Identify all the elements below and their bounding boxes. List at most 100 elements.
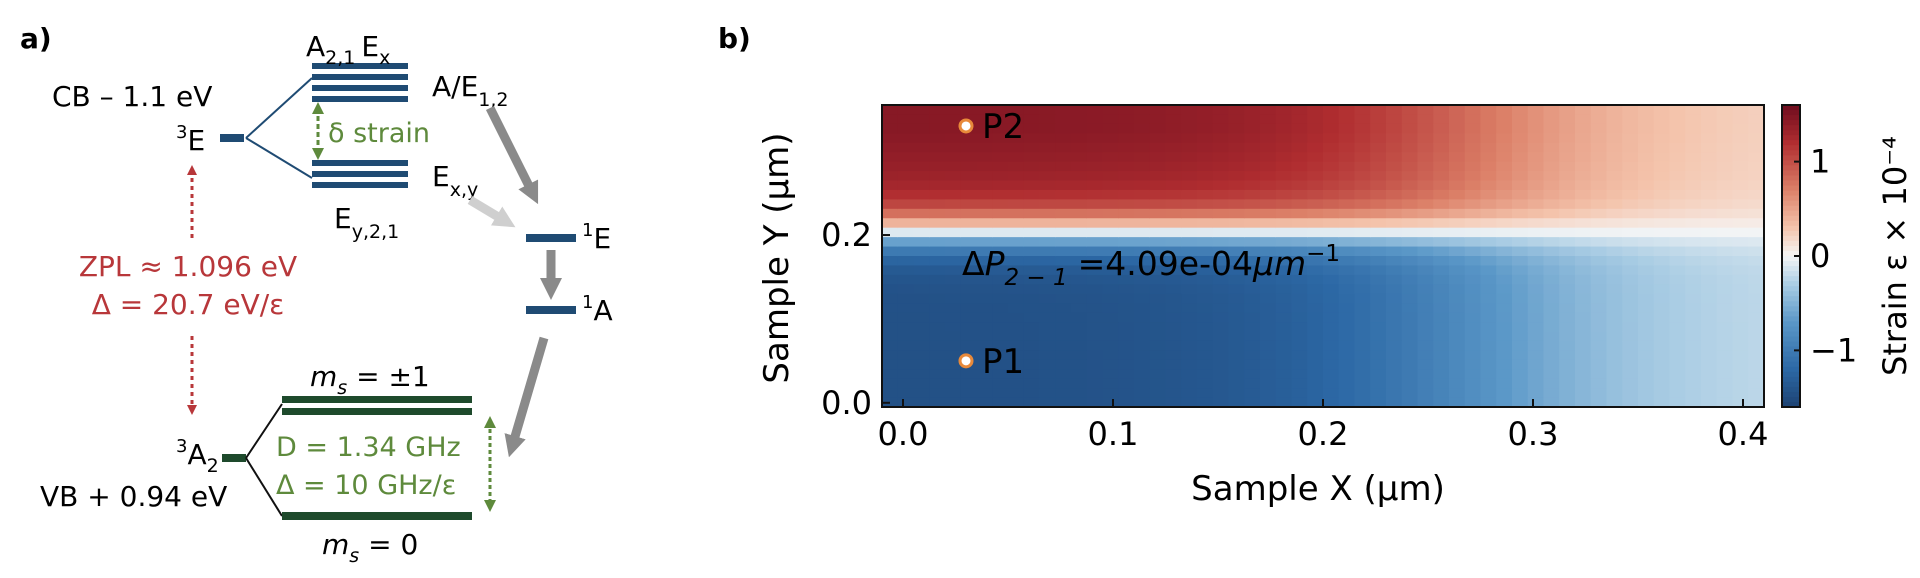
heatmap-cell [1338,218,1356,229]
heatmap-cell [1433,388,1450,399]
heatmap-cell [992,161,1009,172]
heatmap-cell [1653,340,1671,351]
heatmap-cell [1480,227,1497,238]
heatmap-cell [1244,246,1261,257]
heatmap-cell [1653,293,1671,304]
heatmap-cell [960,388,978,399]
heatmap-cell [1685,331,1702,342]
heatmap-cell [1449,274,1466,285]
heatmap-cell [945,208,962,219]
heatmap-cell [1291,369,1308,380]
heatmap-cell [1748,152,1765,163]
heatmap-cell [1055,171,1072,182]
heatmap-cell [1354,369,1371,380]
heatmap-cell [1228,256,1245,267]
heatmap-cell [1165,161,1182,172]
heatmap-cell [1212,237,1230,248]
heatmap-cell [1480,180,1497,191]
heatmap-cell [1527,388,1545,399]
heatmap-cell [1716,161,1734,172]
heatmap-cell [976,227,993,238]
heatmap-cell [960,189,978,200]
heatmap-cell [1669,114,1686,125]
heatmap-cell [1181,369,1198,380]
heatmap-cell [1559,105,1576,116]
heatmap-cell [1685,274,1702,285]
heatmap-cell [1228,199,1245,210]
heatmap-cell [1622,189,1639,200]
heatmap-cell [1480,303,1497,314]
heatmap-cell [1527,350,1545,361]
heatmap-cell [1212,171,1230,182]
heatmap-cell [1260,180,1277,191]
level-ms-pm1-a [282,396,472,403]
heatmap-cell [1212,350,1230,361]
heatmap-cell [1606,105,1623,116]
cb-text: CB – 1.1 eV [52,80,212,113]
heatmap-cell [1055,293,1072,304]
heatmap-cell [913,114,930,125]
heatmap-cell [1748,199,1765,210]
heatmap-cell [882,256,899,267]
heatmap-cell [1748,265,1765,276]
heatmap-cell [1417,322,1434,333]
heatmap-cell [1590,237,1608,248]
heatmap-cell [1354,180,1371,191]
heatmap-cell [992,246,1009,257]
heatmap-cell [1023,189,1041,200]
heatmap-cell [976,284,993,295]
heatmap-cell [1023,171,1041,182]
heatmap-cell [1275,152,1293,163]
heatmap-cell [897,180,915,191]
heatmap-cell [1480,388,1497,399]
heatmap-cell [882,152,899,163]
heatmap-cell [1008,123,1025,134]
branch-line-down [245,137,313,179]
heatmap-cell [1449,171,1466,182]
heatmap-cell [1338,397,1356,408]
heatmap-cell [1701,256,1718,267]
heatmap-cell [1323,265,1340,276]
heatmap-cell [1622,199,1639,210]
heatmap-cell [1449,180,1466,191]
heatmap-cell [1023,350,1041,361]
heatmap-cell [1260,265,1277,276]
heatmap-cell [1071,397,1088,408]
heatmap-cell [882,114,899,125]
heatmap-cell [1685,237,1702,248]
heatmap-cell [1622,180,1639,191]
heatmap-cell [1417,378,1434,389]
heatmap-cell [1575,284,1592,295]
heatmap-cell [1559,265,1576,276]
heatmap-cell [1433,274,1450,285]
heatmap-cell [1260,303,1277,314]
heatmap-cell [1165,142,1182,153]
heatmap-cell [1464,359,1482,370]
heatmap-cell [1449,218,1466,229]
heatmap-cell [1228,397,1245,408]
heatmap-cell [1575,105,1592,116]
heatmap-cell [882,274,899,285]
heatmap-cell [929,133,946,144]
heatmap-cell [1527,265,1545,276]
heatmap-cell [1181,114,1198,125]
zpl-text-line1: ZPL ≈ 1.096 eV [79,250,297,283]
heatmap-cell [1134,303,1151,314]
heatmap-cell [1464,284,1482,295]
heatmap-cell [1433,246,1450,257]
heatmap-cell [1370,303,1387,314]
heatmap-cell [1638,265,1655,276]
heatmap-cell [976,293,993,304]
heatmap-cell [1653,171,1671,182]
heatmap-cell [1118,237,1135,248]
heatmap-cell [1653,133,1671,144]
heatmap-cell [1244,105,1261,116]
heatmap-cell [1559,397,1576,408]
heatmap-cell [929,274,946,285]
heatmap-cell [1244,340,1261,351]
heatmap-cell [1354,265,1371,276]
heatmap-cell [1496,152,1513,163]
heatmap-cell [1307,142,1324,153]
heatmap-cell [1118,369,1135,380]
heatmap-cell [1023,312,1041,323]
